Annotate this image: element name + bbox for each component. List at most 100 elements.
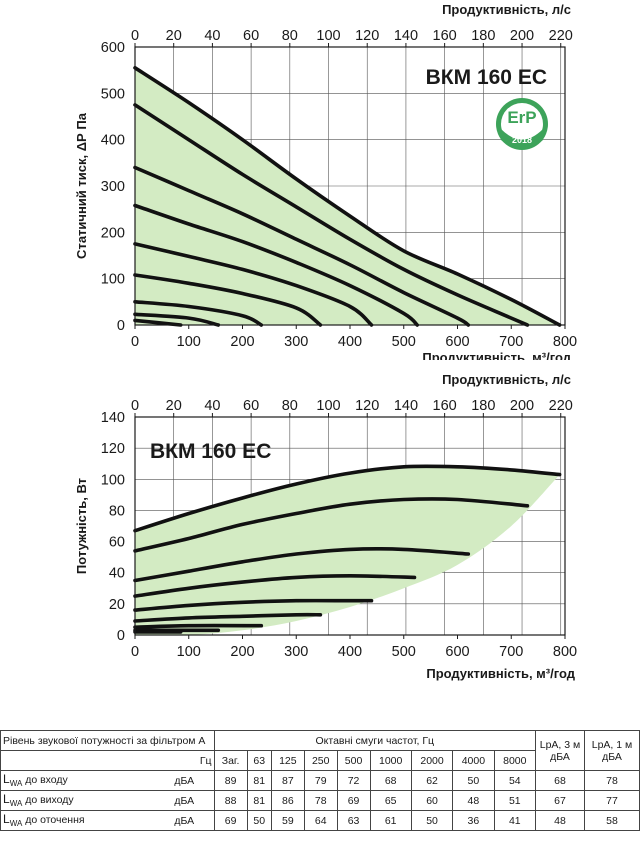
x2-tick-label: 160	[433, 398, 457, 414]
x-tick-label: 0	[131, 334, 139, 350]
table-title: Рівень звукової потужності за фільтром А	[0, 730, 215, 751]
table-cell: 81	[246, 770, 272, 791]
x2-tick-label: 60	[243, 398, 259, 414]
table-cell: 64	[303, 810, 338, 831]
svg-text:2018: 2018	[512, 135, 532, 145]
x-tick-label: 200	[230, 334, 254, 350]
lpa1-cell: 58	[584, 810, 640, 831]
row-unit: дБА	[155, 810, 215, 831]
operating-area	[135, 67, 560, 326]
x-tick-label: 800	[553, 334, 577, 350]
x2-tick-label: 60	[243, 28, 259, 44]
freq-column-header: Заг.	[213, 750, 248, 771]
y-tick-label: 60	[109, 535, 125, 551]
row-unit: дБА	[155, 770, 215, 791]
lpa3-cell: 48	[535, 810, 585, 831]
y-tick-label: 20	[109, 597, 125, 613]
y-axis-label: Потужність, Вт	[74, 478, 89, 574]
x2-tick-label: 120	[355, 398, 379, 414]
x2-tick-label: 160	[433, 28, 457, 44]
svg-text:ErP: ErP	[507, 108, 536, 127]
series-line-6	[133, 612, 323, 623]
table-cell: 59	[270, 810, 305, 831]
x2-axis-label: Продуктивність, л/с	[442, 2, 571, 17]
x2-tick-label: 140	[394, 28, 418, 44]
x2-tick-label: 100	[316, 398, 340, 414]
table-cell: 54	[493, 770, 537, 791]
table-cell: 79	[303, 770, 338, 791]
x2-tick-label: 200	[510, 28, 534, 44]
erp-badge: ErP 2018	[496, 98, 548, 150]
table-cell: 61	[369, 810, 412, 831]
table-row: LWA до оточення дБА 69 50 59 64 63 61 50 36 41 48 58	[0, 810, 640, 831]
table-cell: 72	[336, 770, 371, 791]
series-line-2	[133, 497, 530, 553]
x-tick-label: 600	[445, 334, 469, 350]
x-tick-label: 100	[177, 334, 201, 350]
table-cell: 51	[493, 790, 537, 811]
x2-tick-label: 120	[355, 28, 379, 44]
x-tick-label: 300	[284, 334, 308, 350]
x2-tick-label: 180	[471, 398, 495, 414]
model-name: ВКМ 160 EC	[150, 440, 271, 463]
pressure-chart: 0 100 200 300 400 500 600 700 800 0 20 40 60 80 100 12…	[74, 2, 577, 360]
table-cell: 65	[369, 790, 412, 811]
table-cell: 78	[303, 790, 338, 811]
x-tick-label: 400	[338, 334, 362, 350]
series-line-6	[133, 273, 323, 327]
hz-label: Гц	[155, 750, 215, 771]
x-tick-label: 500	[392, 334, 416, 350]
table-cell: 60	[410, 790, 454, 811]
x2-tick-label: 100	[316, 28, 340, 44]
x2-tick-label: 220	[549, 28, 573, 44]
x2-tick-label: 40	[204, 398, 220, 414]
x2-tick-label: 0	[131, 28, 139, 44]
series-line-8	[133, 312, 221, 327]
x2-tick-label: 0	[131, 398, 139, 414]
sound-power-table: Рівень звукової потужності за фільтром А…	[0, 730, 640, 831]
x-tick-label: 100	[177, 644, 201, 660]
x2-tick-label: 200	[510, 398, 534, 414]
freq-column-header: 8000	[493, 750, 537, 771]
x2-tick-label: 20	[166, 398, 182, 414]
x-tick-label: 800	[553, 644, 577, 660]
freq-column-header: 4000	[452, 750, 495, 771]
freq-column-header: 500	[336, 750, 371, 771]
power-chart: 0 100 200 300 400 500 600 700 800 0 20 40 60 80 100 12…	[74, 372, 577, 681]
x-tick-label: 700	[499, 644, 523, 660]
table-row: LWA до входу дБА 89 81 87 79 72 68 62 50 54 68 78	[0, 770, 640, 791]
lpa1-header: LpA, 1 м дБА	[584, 730, 640, 771]
x2-tick-label: 40	[204, 28, 220, 44]
table-cell: 36	[452, 810, 495, 831]
row-unit: дБА	[155, 790, 215, 811]
table-cell: 62	[410, 770, 454, 791]
series-line-3	[133, 165, 471, 327]
freq-column-header: 250	[303, 750, 338, 771]
band-header: Октавні смуги частот, Гц	[213, 730, 537, 751]
lpa1-cell: 78	[584, 770, 640, 791]
x2-tick-label: 80	[282, 28, 298, 44]
y-tick-label: 100	[101, 472, 125, 488]
row-label: LWA до оточення	[0, 810, 155, 831]
y-tick-label: 400	[101, 133, 125, 149]
lpa3-cell: 68	[535, 770, 585, 791]
x-tick-label: 500	[392, 644, 416, 660]
x-tick-label: 300	[284, 644, 308, 660]
x-tick-label: 700	[499, 334, 523, 350]
series-line-4	[133, 573, 417, 598]
table-cell: 69	[336, 790, 371, 811]
series-line-5	[133, 598, 374, 612]
y-tick-label: 600	[101, 40, 125, 56]
y-tick-label: 0	[117, 318, 125, 334]
table-cell: 88	[213, 790, 248, 811]
series-line-7	[133, 300, 264, 327]
table-cell: 50	[452, 770, 495, 791]
series-line-1	[133, 464, 562, 533]
x2-axis-label: Продуктивність, л/с	[442, 372, 571, 387]
y-tick-label: 500	[101, 86, 125, 102]
y-tick-label: 0	[117, 628, 125, 644]
y-tick-label: 120	[101, 441, 125, 457]
table-cell: 50	[410, 810, 454, 831]
y-tick-label: 200	[101, 225, 125, 241]
series-line-4	[133, 203, 419, 327]
